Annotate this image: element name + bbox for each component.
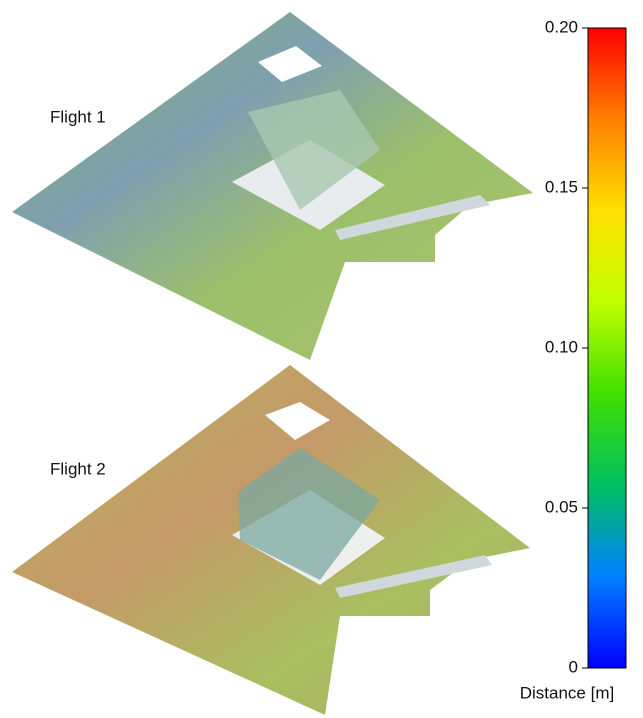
tick-label: 0.05 <box>545 497 578 516</box>
colorbar <box>588 28 626 668</box>
tick-label: 0.10 <box>545 337 578 356</box>
tick-label: 0.20 <box>545 17 578 36</box>
point-cloud-1 <box>12 12 533 360</box>
figure: Flight 1 Flight 2 Distance [m] 0 0.05 0.10… <box>0 0 643 718</box>
point-cloud-2 <box>12 365 530 715</box>
tick-label: 0.15 <box>545 177 578 196</box>
colorbar-label: Distance [m] <box>520 683 614 702</box>
panel-label: Flight 1 <box>50 107 106 126</box>
panel-label: Flight 2 <box>50 459 106 478</box>
tick-label: 0 <box>569 657 578 676</box>
